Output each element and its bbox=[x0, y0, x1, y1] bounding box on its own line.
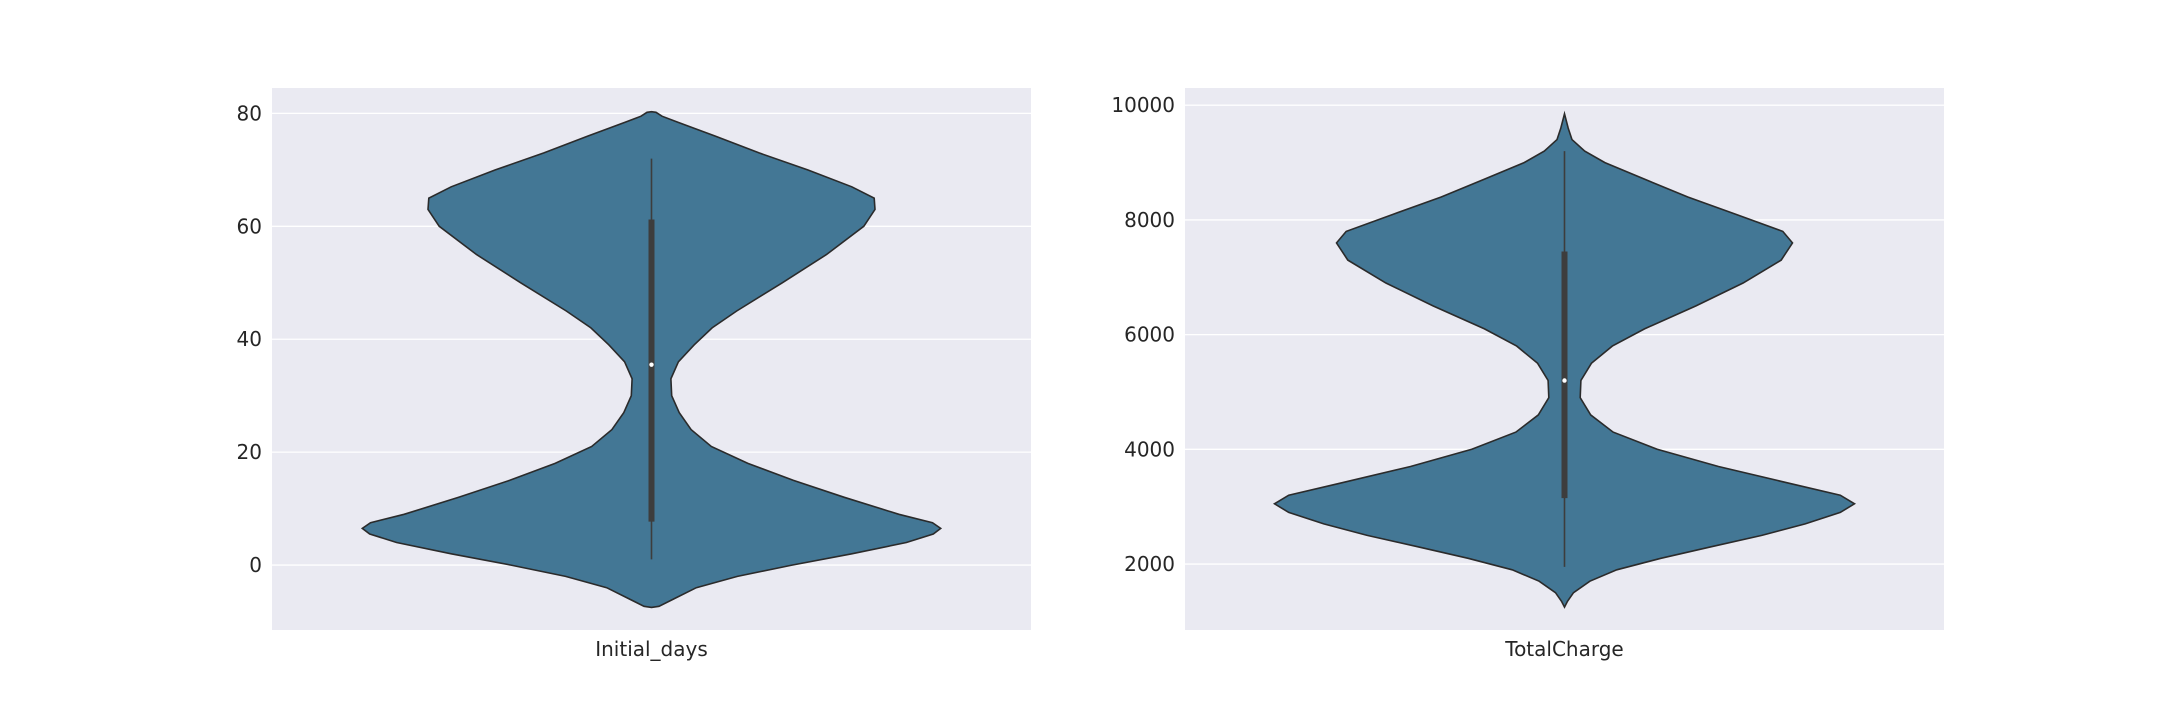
totalcharge-y-tick-label: 4000 bbox=[1124, 437, 1175, 461]
totalcharge-violin-panel: 2000 4000 6000 8000 10000 TotalCharge bbox=[1111, 88, 1944, 661]
totalcharge-category-label: TotalCharge bbox=[1504, 637, 1623, 661]
totalcharge-y-tick-label: 10000 bbox=[1111, 93, 1175, 117]
initial-days-violin-panel: 0 20 40 60 80 Initial_days bbox=[237, 88, 1031, 661]
initial-days-y-tick-label: 40 bbox=[237, 327, 262, 351]
totalcharge-y-tick-label: 8000 bbox=[1124, 208, 1175, 232]
initial-days-y-tick-label: 20 bbox=[237, 440, 262, 464]
totalcharge-median-point bbox=[1562, 378, 1567, 383]
initial-days-y-tick-label: 60 bbox=[237, 214, 262, 238]
totalcharge-y-tick-label: 6000 bbox=[1124, 323, 1175, 347]
totalcharge-y-tick-label: 2000 bbox=[1124, 552, 1175, 576]
initial-days-category-label: Initial_days bbox=[595, 637, 708, 661]
initial-days-median-point bbox=[649, 362, 654, 367]
initial-days-y-tick-label: 0 bbox=[249, 553, 262, 577]
initial-days-y-tick-label: 80 bbox=[237, 101, 262, 125]
